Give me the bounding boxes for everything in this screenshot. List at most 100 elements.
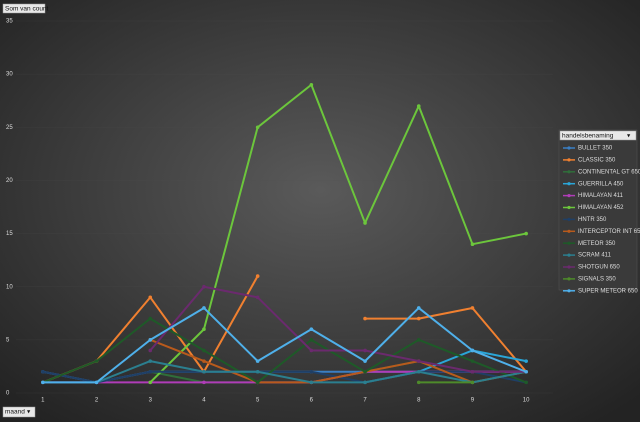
data-point [202,306,206,310]
series-line [42,317,527,384]
legend-label: SHOTGUN 650 [578,265,620,271]
legend-label: GUERRILLA 450 [578,181,624,187]
data-point [202,348,206,353]
legend-marker [567,289,571,293]
data-point [255,380,260,385]
x-tick-label: 10 [523,398,530,404]
data-point [255,359,260,363]
legend-marker [567,253,571,257]
data-point [202,369,206,374]
data-point [416,316,421,321]
data-point [416,306,421,310]
legend-label: INTERCEPTOR INT 650 [578,229,640,235]
legend-field-button[interactable] [559,130,637,141]
value-field-label[interactable]: Som van count [5,5,49,12]
legend-marker [567,158,571,162]
data-point [524,380,528,385]
legend-label: CONTINENTAL GT 650 [578,169,640,175]
data-point [363,369,367,374]
series-line [149,285,527,373]
data-point [524,359,528,363]
data-point [309,380,314,385]
legend-marker [567,170,571,174]
data-point [363,348,367,353]
legend-marker [567,217,571,221]
data-point [255,295,260,300]
data-point [470,242,475,246]
value-field-button[interactable] [2,3,46,14]
dropdown-arrow[interactable]: ▾ [627,132,631,139]
legend-label: SUPER METEOR 650 [578,288,638,294]
series-line [149,338,527,384]
y-tick-label: 15 [6,231,13,237]
data-point [148,338,153,342]
data-point [41,380,45,385]
x-tick-label: 2 [95,398,99,404]
data-point [148,369,153,374]
legend-marker [567,205,571,210]
legend-label: HIMALAYAN 452 [578,205,624,211]
data-point [148,295,153,300]
legend-marker [567,241,571,245]
data-point [524,231,528,236]
data-point [470,359,475,363]
data-point [363,316,367,321]
dropdown-arrow[interactable]: ▾ [27,409,31,416]
y-tick-label: 10 [6,284,13,290]
x-tick-label: 8 [417,398,421,404]
series-line [42,306,527,384]
legend-label: BULLET 350 [578,146,613,152]
legend-label: SCRAM 411 [578,253,612,259]
data-point [202,380,206,385]
y-tick-label: 20 [6,178,13,184]
data-point [309,338,314,342]
data-point [470,348,475,353]
axis-field-button[interactable] [2,406,36,418]
data-point [416,380,421,385]
legend-label: SIGNALS 350 [578,276,616,282]
data-point [94,380,99,385]
legend-marker [567,229,571,233]
data-point [202,284,206,289]
legend-label: CLASSIC 350 [578,157,616,163]
data-point [309,327,314,332]
x-tick-label: 9 [471,398,475,404]
data-point [416,359,421,363]
data-point [148,348,153,353]
legend-marker [567,146,571,150]
y-tick-label: 5 [6,337,10,343]
data-point [363,359,367,363]
x-tick-label: 4 [202,398,206,404]
y-tick-label: 30 [6,72,13,78]
legend-label: HNTR 350 [578,217,607,223]
series-line [42,360,527,384]
data-point [255,369,260,374]
data-point [309,82,314,87]
data-point [309,369,314,374]
data-point [255,274,260,278]
x-tick-label: 7 [363,398,367,404]
legend-marker [567,194,571,198]
data-point [363,221,367,225]
data-point [148,359,153,363]
y-tick-label: 35 [6,19,13,25]
legend-field-label[interactable]: handelsbenaming [562,132,614,139]
legend-marker [567,277,571,281]
data-point [148,380,153,385]
data-point [416,338,421,342]
x-tick-label: 1 [41,398,45,404]
data-point [202,359,206,363]
data-point [202,327,206,332]
data-point [470,306,475,310]
x-tick-label: 5 [256,398,260,404]
legend-marker [567,182,571,186]
data-point [309,348,314,353]
data-point [94,359,99,363]
legend [558,129,638,291]
legend-marker [567,265,571,269]
y-tick-label: 0 [6,391,10,397]
data-point [524,369,528,374]
axis-field-label[interactable]: maand [5,409,25,416]
data-point [470,369,475,374]
